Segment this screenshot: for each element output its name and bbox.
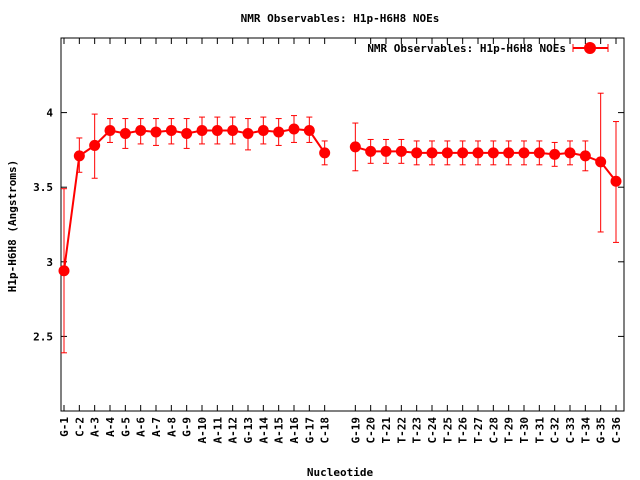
x-tick-label: T-23: [411, 417, 424, 444]
series-line: [355, 145, 617, 182]
legend: NMR Observables: H1p-H6H8 NOEs: [367, 42, 609, 55]
x-tick-label: T-26: [457, 417, 470, 444]
data-point: [610, 175, 622, 187]
data-point: [549, 148, 561, 160]
data-point: [135, 125, 147, 137]
data-point: [211, 125, 223, 137]
data-point: [150, 126, 162, 138]
data-point: [165, 125, 177, 137]
y-tick-label: 4: [46, 107, 53, 120]
y-tick-label: 3: [46, 256, 53, 269]
x-tick-label: A-7: [150, 417, 163, 437]
x-tick-label: T-34: [579, 417, 592, 444]
y-tick-label: 2.5: [33, 330, 53, 343]
x-tick-label: A-16: [288, 417, 301, 444]
data-point: [518, 147, 530, 159]
x-tick-label: C-18: [319, 417, 332, 444]
data-point: [196, 125, 208, 137]
data-point: [395, 145, 407, 157]
data-point: [104, 125, 116, 137]
x-tick-label: A-3: [89, 417, 102, 437]
x-tick-label: G-13: [242, 417, 255, 444]
x-tick-label: G-19: [349, 417, 362, 444]
y-tick-label: 3.5: [33, 181, 53, 194]
plot-frame: [60, 37, 625, 412]
data-point: [89, 139, 101, 151]
x-tick-label: G-35: [595, 417, 608, 444]
data-point: [441, 147, 453, 159]
data-point: [503, 147, 515, 159]
x-axis-label: Nucleotide: [307, 466, 374, 479]
x-tick-label: G-9: [181, 417, 194, 437]
x-tick-label: T-22: [395, 417, 408, 444]
data-point: [564, 147, 576, 159]
data-point: [257, 125, 269, 137]
x-tick-label: C-32: [549, 417, 562, 444]
x-tick-label: C-20: [365, 417, 378, 444]
legend-marker: [584, 42, 596, 54]
data-point: [242, 127, 254, 139]
data-point: [319, 147, 331, 159]
x-tick-label: T-31: [533, 417, 546, 444]
series-line: [63, 128, 326, 271]
data-point: [58, 265, 70, 277]
x-tick-label: A-14: [257, 417, 270, 444]
x-tick-label: A-12: [227, 417, 240, 444]
x-tick-label: C-28: [487, 417, 500, 444]
x-tick-label: A-6: [135, 417, 148, 437]
data-point: [181, 127, 193, 139]
x-tick-label: A-8: [165, 417, 178, 437]
chart-title: NMR Observables: H1p-H6H8 NOEs: [241, 12, 440, 25]
x-tick-label: T-25: [441, 417, 454, 444]
x-tick-label: T-29: [503, 417, 516, 444]
x-tick-label: C-36: [610, 417, 623, 444]
x-tick-label: A-10: [196, 417, 209, 444]
data-point: [349, 141, 361, 153]
data-point: [426, 147, 438, 159]
data-point: [533, 147, 545, 159]
x-tick-label: A-15: [273, 417, 286, 444]
data-point: [472, 147, 484, 159]
y-axis-label: H1p-H6H8 (Angstroms): [6, 160, 19, 292]
x-tick-label: A-4: [104, 417, 117, 437]
data-point: [595, 156, 607, 168]
x-ticks: G-1 C-2 A-3 A-4 G-5 A-6 A-7 A-8 G-9 A-10 A-11 A-12 G…: [58, 38, 623, 444]
data-point: [380, 145, 392, 157]
x-tick-label: T-21: [380, 417, 393, 444]
x-tick-label: C-2: [73, 417, 86, 437]
data-point: [579, 150, 591, 162]
x-tick-label: C-33: [564, 417, 577, 444]
x-tick-label: T-27: [472, 417, 485, 444]
data-point: [227, 125, 239, 137]
x-tick-label: G-1: [58, 417, 71, 437]
data-point: [487, 147, 499, 159]
data-point: [365, 145, 377, 157]
data-point: [73, 150, 85, 162]
x-tick-label: C-24: [426, 417, 439, 444]
x-tick-label: G-17: [303, 417, 316, 444]
data-point: [303, 125, 315, 137]
data-point: [457, 147, 469, 159]
x-tick-label: A-11: [211, 417, 224, 444]
legend-label: NMR Observables: H1p-H6H8 NOEs: [367, 42, 566, 55]
x-tick-label: G-5: [119, 417, 132, 437]
data-point: [411, 147, 423, 159]
data-point: [119, 127, 131, 139]
x-tick-label: T-30: [518, 417, 531, 444]
series-layer: [58, 92, 622, 354]
data-point: [273, 126, 285, 138]
data-point: [288, 123, 300, 135]
y-ticks: 2.5 3 3.5 4: [33, 107, 624, 343]
